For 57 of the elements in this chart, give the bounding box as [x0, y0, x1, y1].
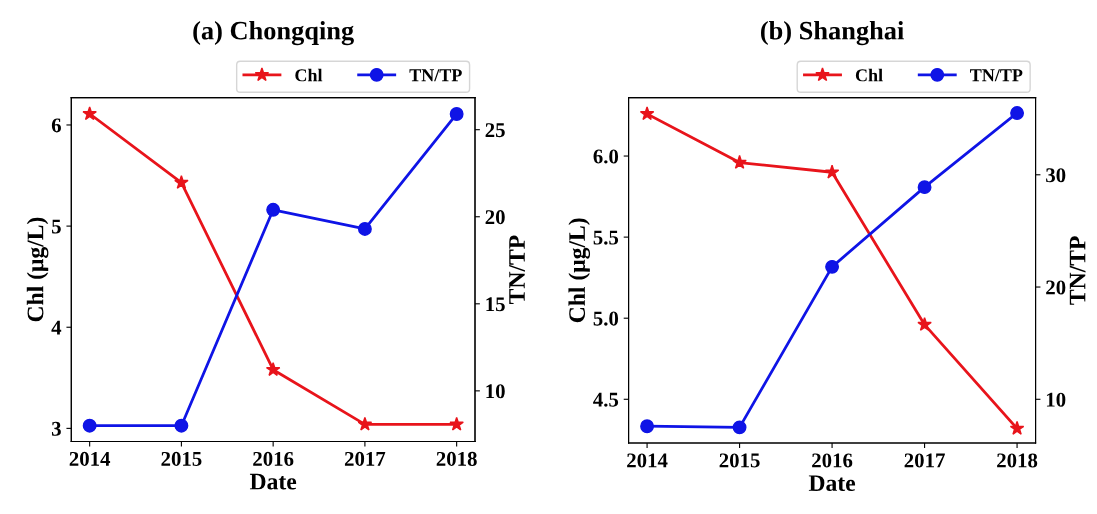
legend-label: Chl — [295, 68, 323, 82]
y2-tick-label: 25 — [485, 123, 505, 138]
point — [824, 164, 840, 179]
x-tick-label: 2015 — [161, 451, 202, 466]
point — [357, 416, 373, 431]
x-tick-label: 2016 — [812, 453, 853, 468]
legend-label: Chl — [855, 68, 883, 82]
legend-label: TN/TP — [970, 69, 1023, 82]
y-tick-label: 3 — [51, 421, 61, 436]
point — [732, 154, 747, 169]
x-tick-label: 2018 — [997, 453, 1038, 468]
x-tick-label: 2014 — [627, 453, 668, 468]
x-tick-label: 2017 — [904, 453, 945, 468]
y2-tick-label: 20 — [1046, 280, 1066, 295]
legend-label: TN/TP — [409, 69, 462, 82]
x-axis-title: Date — [249, 473, 297, 490]
x-tick-label: 2016 — [253, 451, 294, 466]
x-tick-label: 2017 — [344, 451, 386, 466]
point — [917, 317, 932, 332]
y2-tick-label: 30 — [1046, 168, 1066, 183]
y-tick-label: 6.0 — [593, 149, 619, 164]
y-tick-label: 5.5 — [593, 230, 619, 245]
x-tick-label: 2014 — [69, 451, 111, 466]
point — [357, 221, 372, 236]
chart-title: (b) Shanghai — [761, 21, 904, 46]
y2-tick-label: 15 — [486, 297, 505, 312]
point — [825, 259, 840, 274]
x-axis-title: Date — [808, 475, 856, 492]
point — [449, 107, 464, 121]
point — [1010, 106, 1025, 120]
point — [639, 106, 655, 121]
point — [1009, 420, 1025, 435]
point — [449, 416, 464, 431]
y2-tick-label: 10 — [1046, 392, 1066, 407]
y-tick-label: 4 — [51, 320, 62, 335]
y2-axis-title: TN/TP — [1069, 236, 1086, 305]
point — [174, 174, 189, 189]
point — [82, 418, 97, 433]
y-axis-title: Chl (μg/L) — [568, 218, 591, 323]
y2-tick-label: 10 — [486, 384, 505, 399]
y-axis-title: Chl (μg/L) — [26, 217, 49, 322]
y-tick-label: 6 — [51, 118, 61, 133]
point — [640, 419, 655, 434]
y2-tick-label: 20 — [485, 210, 505, 225]
point — [732, 420, 747, 435]
point — [265, 362, 281, 377]
point — [266, 202, 281, 217]
chart-title: (a) Chongqing — [193, 21, 354, 46]
y-tick-label: 5.0 — [593, 311, 619, 326]
point — [82, 106, 97, 121]
y-tick-label: 4.5 — [593, 392, 619, 407]
point — [917, 180, 932, 195]
point — [174, 418, 189, 433]
y2-axis-title: TN/TP — [509, 235, 525, 304]
x-tick-label: 2015 — [719, 453, 760, 468]
y-tick-label: 5 — [52, 219, 61, 234]
x-tick-label: 2018 — [436, 451, 477, 466]
